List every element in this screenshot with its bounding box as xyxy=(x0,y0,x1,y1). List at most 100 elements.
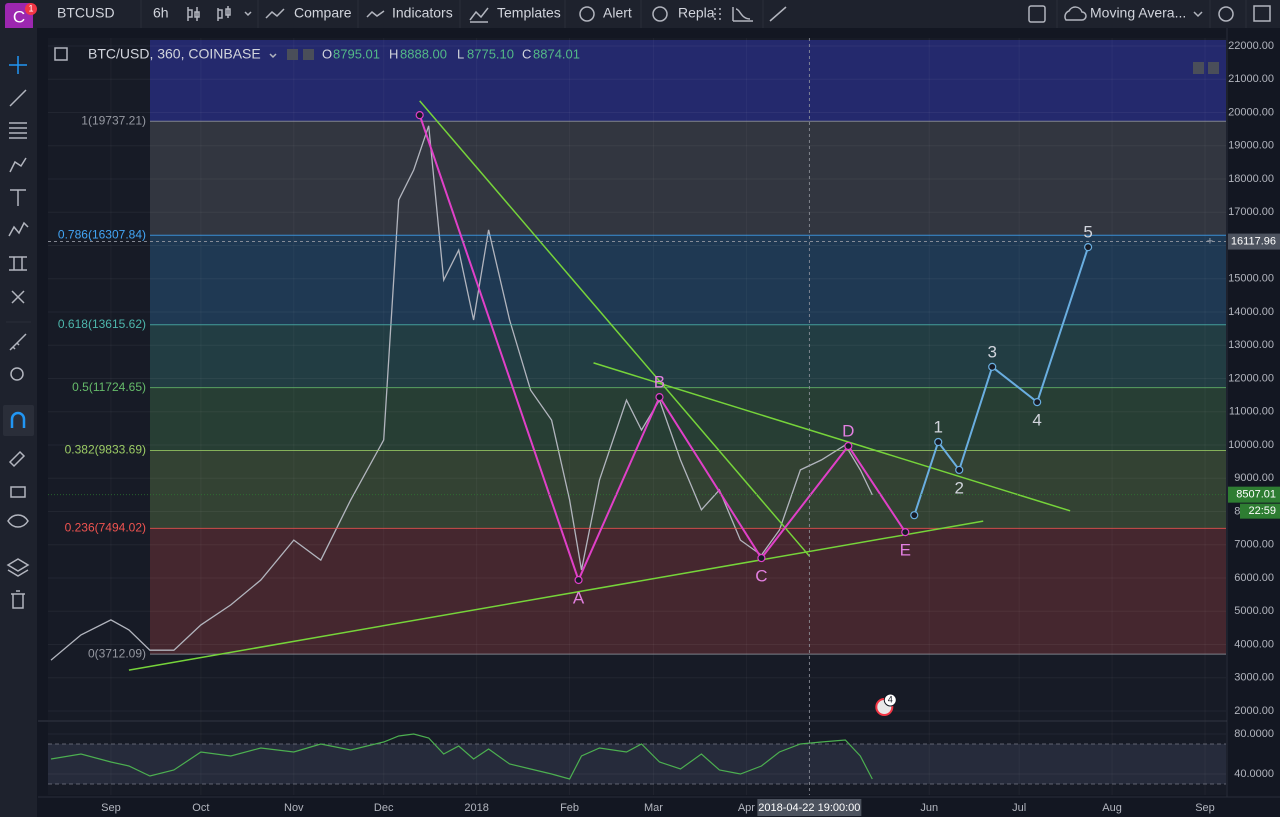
remove-tool[interactable] xyxy=(11,290,25,304)
oscillator-band xyxy=(48,744,1226,784)
axes xyxy=(38,28,1280,798)
fullscreen-icon[interactable] xyxy=(1253,5,1271,22)
fib-band xyxy=(150,528,1226,655)
wave-label: C xyxy=(755,567,767,586)
magnet-tool[interactable] xyxy=(10,411,26,428)
countdown-label: 22:59 xyxy=(1248,505,1276,517)
ohlc-value: 8888.00 xyxy=(400,46,447,61)
fib-level-label: 0.786(16307.84) xyxy=(58,227,146,241)
settings-icon[interactable] xyxy=(1218,6,1234,22)
ohlc-key: O xyxy=(322,46,332,61)
wave-point xyxy=(934,437,943,447)
measure-tool[interactable] xyxy=(9,333,27,351)
top-toolbar: C 1 BTCUSD 6h Compare Indicators Templat… xyxy=(0,0,1280,31)
crosshair-tool[interactable] xyxy=(9,56,27,74)
replay-button[interactable]: Repla xyxy=(678,5,715,21)
alert-button[interactable]: Alert xyxy=(603,5,632,21)
interval-button[interactable]: 6h xyxy=(153,5,169,21)
y-tick-label: 2000.00 xyxy=(1234,705,1274,717)
hide-tool[interactable] xyxy=(7,514,29,528)
x-tick-label: Nov xyxy=(284,802,304,814)
x-tick-label: Sep xyxy=(101,802,121,814)
price-line xyxy=(50,125,873,661)
badge-count: 1 xyxy=(28,3,33,13)
wave-label: 4 xyxy=(1032,411,1041,430)
fib-band xyxy=(150,235,1226,325)
templates-button[interactable]: Templates xyxy=(497,5,561,21)
wave-point xyxy=(910,511,919,520)
oscillator-tick-label: 80.0000 xyxy=(1234,728,1274,740)
ohlc-key: C xyxy=(522,46,531,61)
trash-tool[interactable] xyxy=(11,590,25,609)
fib-bands xyxy=(48,38,1226,795)
replay-icon xyxy=(652,6,668,22)
price-axis-bg xyxy=(1227,28,1280,797)
collapse-icon[interactable] xyxy=(54,47,68,61)
x-tick-label: Aug xyxy=(1102,802,1122,814)
wave-point xyxy=(901,528,910,537)
wave-point xyxy=(1033,398,1042,407)
symbol-search[interactable]: BTCUSD xyxy=(57,5,115,21)
pane-button[interactable] xyxy=(1193,62,1204,74)
compare-button[interactable]: Compare xyxy=(294,5,352,21)
oscillator-line xyxy=(50,733,873,780)
fib-level-label: 0.618(13615.62) xyxy=(58,317,146,331)
lock-tool[interactable] xyxy=(10,486,26,498)
object-tree[interactable] xyxy=(6,558,30,577)
drag-handle[interactable] xyxy=(714,8,721,20)
pattern-tool[interactable] xyxy=(8,221,29,237)
ohlc-value: 8874.01 xyxy=(533,46,580,61)
crosshair-price-box xyxy=(1228,233,1280,250)
x-tick-label: Dec xyxy=(374,802,394,814)
legend-icon[interactable] xyxy=(287,49,298,60)
alert-icon xyxy=(579,6,595,22)
y-tick-label: 18000.00 xyxy=(1228,173,1274,185)
fib-level-label: 0.5(11724.65) xyxy=(72,380,146,394)
style-caret[interactable] xyxy=(244,11,252,17)
crosshair-time-label: 2018-04-22 19:00:00 xyxy=(758,802,860,814)
zoom-tool[interactable] xyxy=(10,367,24,381)
fib-band xyxy=(150,121,1226,236)
fib-level-label: 0.382(9833.69) xyxy=(65,443,146,457)
last-price-box xyxy=(1228,486,1280,503)
text-tool[interactable] xyxy=(10,189,26,206)
trendline xyxy=(128,520,984,671)
last-price-label: 8507.01 xyxy=(1236,489,1276,501)
indicators-button[interactable]: Indicators xyxy=(392,5,453,21)
fib-level-label: 0(3712.09) xyxy=(88,646,146,660)
line-tool-icon[interactable] xyxy=(769,6,787,22)
avatar-letter: C xyxy=(13,7,25,26)
legend-icon[interactable] xyxy=(303,49,314,60)
x-tick-label: Mar xyxy=(644,802,663,814)
study-caret[interactable] xyxy=(1193,11,1203,18)
layout-icon[interactable] xyxy=(1028,5,1046,23)
drawing-icon[interactable] xyxy=(732,7,753,22)
cloud-icon xyxy=(1064,6,1087,21)
bars-style-icon[interactable] xyxy=(187,7,200,21)
wave-path xyxy=(418,114,907,583)
y-tick-label: 3000.00 xyxy=(1234,672,1274,684)
indicators-icon xyxy=(366,10,385,18)
pane-button[interactable] xyxy=(1208,62,1219,74)
candles-style-icon[interactable] xyxy=(217,6,231,21)
fib-band xyxy=(150,324,1226,388)
wave-label: 5 xyxy=(1083,223,1092,242)
chart-legend: BTC/USD, 360, COINBASE O 8795.01 H 8888.… xyxy=(54,46,1219,74)
left-toolbar xyxy=(0,28,37,817)
x-tick-label: Sep xyxy=(1195,802,1215,814)
trendline-tool[interactable] xyxy=(9,89,27,107)
stay-drawing-tool[interactable] xyxy=(8,450,26,468)
x-tick-label: 2018 xyxy=(464,802,488,814)
prediction-tool[interactable] xyxy=(9,256,27,271)
brush-tool[interactable] xyxy=(9,157,27,173)
templates-icon xyxy=(469,7,489,23)
crosshair-plus: + xyxy=(1207,235,1213,247)
x-tick-label: Jul xyxy=(1012,802,1026,814)
oscillator-tick-label: 40.0000 xyxy=(1234,768,1274,780)
legend-caret[interactable] xyxy=(269,53,277,59)
study-template[interactable]: Moving Avera... xyxy=(1090,5,1186,21)
fib-tool[interactable] xyxy=(9,122,27,139)
wave-label: D xyxy=(842,421,854,440)
wave-point xyxy=(655,393,664,402)
